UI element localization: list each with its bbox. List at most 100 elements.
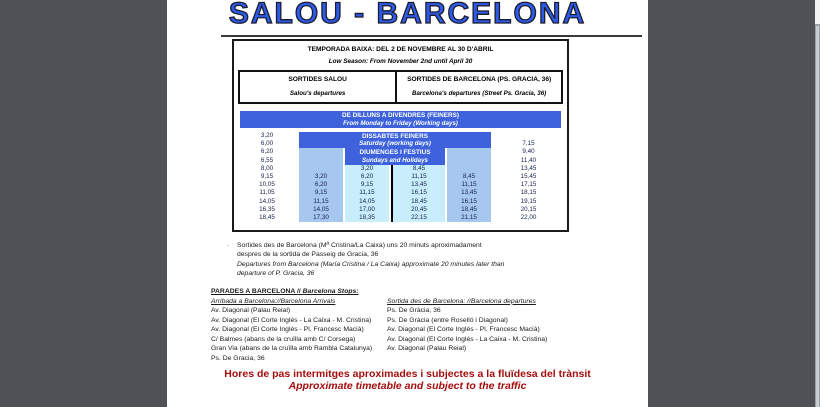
time-cell-r4-c1: 6,55	[260, 156, 274, 164]
season-heading-ca: TEMPORADA BAIXA: DEL 2 DE NOVEMBRE AL 30…	[307, 46, 494, 53]
salou-departures-header: SORTIDES SALOU Salou's departures	[240, 72, 398, 102]
traffic-notice-ca: Hores de pas intermitges aproximades i s…	[224, 368, 591, 380]
time-cell-r7-c4: 13,45	[391, 181, 445, 190]
time-cell-r1-c6	[492, 132, 565, 140]
time-cell-r6-c3: 6,20	[345, 172, 389, 182]
arrivals-list: Av. Diagonal (Palau Reial) Av. Diagonal (…	[211, 306, 411, 363]
sunday-banner: DIUMENGES I FESTIUS Sundays and Holidays	[345, 148, 445, 165]
departure-stop-5: Av. Diagonal (Palau Reial)	[387, 345, 467, 352]
time-cell-r10-c1: 16,35	[259, 205, 275, 213]
time-cell-r10-c4: 20,45	[391, 205, 445, 214]
time-cell-r7-c3: 9,15	[345, 181, 389, 190]
weekdays-banner-en: From Monday to Friday (Working days)	[343, 120, 458, 127]
time-cell-r2-c1: 6,00	[260, 140, 274, 148]
direction-header: SORTIDES SALOU Salou's departures SORTID…	[238, 70, 563, 104]
time-cell-r5-c2	[299, 164, 343, 173]
departures-list: Ps. De Gràcia, 36 Ps. De Gràcia (entre Ro…	[387, 306, 587, 354]
arrival-stop-2: Av. Diagonal (El Corte Inglés - La Caixa…	[211, 316, 372, 324]
time-cell-r9-c1: 14,05	[259, 197, 275, 205]
barcelona-departures-label-en: Barcelona's departures (Street Ps. Graci…	[412, 90, 547, 97]
time-cell-r5-c4: 8,45	[391, 164, 445, 173]
note-line-ca-2: despres de la sortida de Passeig de Grac…	[237, 251, 379, 259]
saturday-banner: DISSABTES FEINERS Saturday (working days…	[299, 132, 491, 149]
time-cell-r3-c2	[299, 148, 343, 157]
time-cell-r8-c6: 18,15	[520, 189, 537, 197]
time-cell-r9-c3: 14,05	[345, 197, 389, 206]
time-cell-r6-c6: 15,45	[520, 172, 537, 180]
barcelona-departure-note: · Sortides des de Barcelona (Mª Cristina…	[227, 241, 587, 279]
arrivals-column: PARADES A BARCELONA // Barcelona Stops: …	[211, 287, 411, 363]
departure-stop-4: Av. Diagonal (El Corte Inglés - La Caixa…	[387, 335, 548, 343]
sunday-banner-en: Sundays and Holidays	[361, 156, 429, 164]
time-cell-r9-c4: 18,45	[391, 197, 445, 206]
note-line-en-1: Departures from Barcelona (María Cristin…	[237, 260, 505, 268]
time-cell-r10-c6: 20,15	[520, 205, 537, 213]
salou-departures-label-en: Salou's departures	[289, 90, 346, 97]
arrival-stop-3: Av. Diagonal (El Corte Inglés - Pl. Fran…	[211, 326, 364, 333]
time-cell-r6-c4: 11,15	[391, 172, 445, 182]
arrival-stop-4: C/ Balmes (abans de la cruïlla amb C/ Co…	[211, 335, 356, 343]
traffic-notice-en: Approximate timetable and subject to the…	[288, 380, 527, 392]
time-cell-r4-c6: 11,40	[520, 156, 537, 164]
title-divider	[221, 35, 642, 37]
departure-stop-3: Av. Diagonal (El Corte Inglés - Pl. Fran…	[387, 326, 540, 333]
document-page: SALOU - BARCELONA TEMPORADA BAIXA: DEL 2…	[167, 0, 648, 407]
barcelona-departures-header: SORTIDES DE BARCELONA (PS. GRACIA, 36) B…	[397, 72, 561, 102]
time-cell-r8-c1: 11,05	[259, 189, 275, 197]
weekdays-banner: DE DILLUNS A DIVENDRES (FEINERS) From Mo…	[240, 111, 561, 128]
salou-departures-label-ca: SORTIDES SALOU	[288, 76, 347, 83]
scrollbar-thumb[interactable]	[816, 26, 819, 407]
time-cell-r3-c6: 9,40	[522, 148, 535, 156]
timetable-box: TEMPORADA BAIXA: DEL 2 DE NOVEMBRE AL 30…	[232, 39, 569, 232]
time-cell-r1-c1: 3,20	[260, 132, 274, 139]
page-title: SALOU - BARCELONA	[228, 0, 587, 31]
departure-stop-2: Ps. De Gràcia (entre Roselló i Diagonal)	[387, 316, 508, 324]
viewer-scrollbar[interactable]	[815, 0, 820, 407]
saturday-banner-en: Saturday (working days)	[359, 140, 431, 148]
time-cell-r11-c3: 18,35	[345, 213, 389, 223]
timetable-grid: DISSABTES FEINERS Saturday (working days…	[236, 132, 565, 223]
arrival-stop-1: Av. Diagonal (Palau Reial)	[211, 307, 291, 314]
time-cell-r6-c1: 9,15	[260, 172, 274, 180]
departure-stop-1: Ps. De Gràcia, 36	[387, 307, 441, 314]
departures-column: Sortida des de Barcelona: //Barcelona de…	[387, 297, 587, 354]
time-cell-r8-c4: 16,15	[391, 189, 445, 198]
time-cell-r10-c2: 14,05	[299, 205, 343, 214]
season-heading-en: Low Season: From November 2nd until Apri…	[328, 58, 473, 65]
note-bullet: ·	[227, 242, 230, 249]
time-cell-r6-c2: 3,20	[299, 172, 343, 182]
arrivals-heading: Arribada a Barcelona://Barcelona Arrival…	[211, 297, 336, 305]
saturday-banner-ca: DISSABTES FEINERS	[361, 133, 429, 140]
time-cell-r8-c2: 9,15	[299, 189, 343, 198]
traffic-notice: Hores de pas intermitges aproximades i s…	[167, 368, 648, 392]
barcelona-departures-label-ca: SORTIDES DE BARCELONA (PS. GRACIA, 36)	[407, 76, 552, 83]
time-cell-r11-c4: 22,15	[391, 213, 445, 223]
time-cell-r4-c2	[299, 156, 343, 165]
time-cell-r5-c5	[447, 164, 491, 173]
time-cell-r11-c6: 22,00	[520, 213, 537, 221]
time-cell-r3-c1: 6,20	[260, 148, 274, 156]
time-cell-r11-c2: 17,30	[299, 213, 343, 223]
note-line-en-2: departure of P. Gracia, 36	[237, 270, 315, 278]
time-cell-r6-c5: 8,45	[447, 172, 491, 182]
weekdays-banner-ca: DE DILLUNS A DIVENDRES (FEINERS)	[341, 112, 460, 119]
time-cell-r10-c3: 17,00	[345, 205, 389, 214]
time-cell-r9-c5: 16,15	[447, 197, 491, 206]
time-cell-r11-c5: 21,15	[447, 213, 491, 223]
time-cell-r2-c6: 7,15	[522, 140, 535, 148]
note-line-ca-1: Sortides des de Barcelona (Mª Cristina/L…	[237, 242, 482, 249]
scrollbar-track-top	[815, 0, 820, 24]
time-cell-r5-c3: 3,20	[345, 164, 389, 173]
time-cell-r9-c2: 11,15	[299, 197, 343, 206]
time-cell-r11-c1: 18,45	[259, 213, 275, 221]
time-cell-r9-c6: 19,15	[520, 197, 537, 205]
time-cell-r8-c5: 13,45	[447, 189, 491, 198]
stops-section-title: PARADES A BARCELONA // Barcelona Stops:	[211, 288, 359, 295]
time-cell-r7-c5: 11,15	[447, 181, 491, 190]
sunday-banner-ca: DIUMENGES I FESTIUS	[359, 149, 431, 157]
departures-heading: Sortida des de Barcelona: //Barcelona de…	[387, 297, 536, 305]
time-cell-r7-c6: 17,15	[520, 181, 537, 189]
time-cell-r4-c5	[447, 156, 491, 165]
time-cell-r10-c5: 18,45	[447, 205, 491, 214]
arrival-stop-6: Ps. De Gracia, 36	[211, 354, 265, 362]
